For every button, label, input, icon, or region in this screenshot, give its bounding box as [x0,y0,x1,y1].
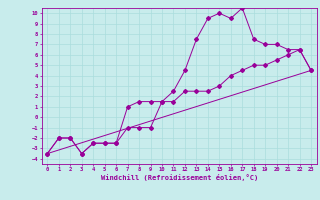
X-axis label: Windchill (Refroidissement éolien,°C): Windchill (Refroidissement éolien,°C) [100,174,258,181]
